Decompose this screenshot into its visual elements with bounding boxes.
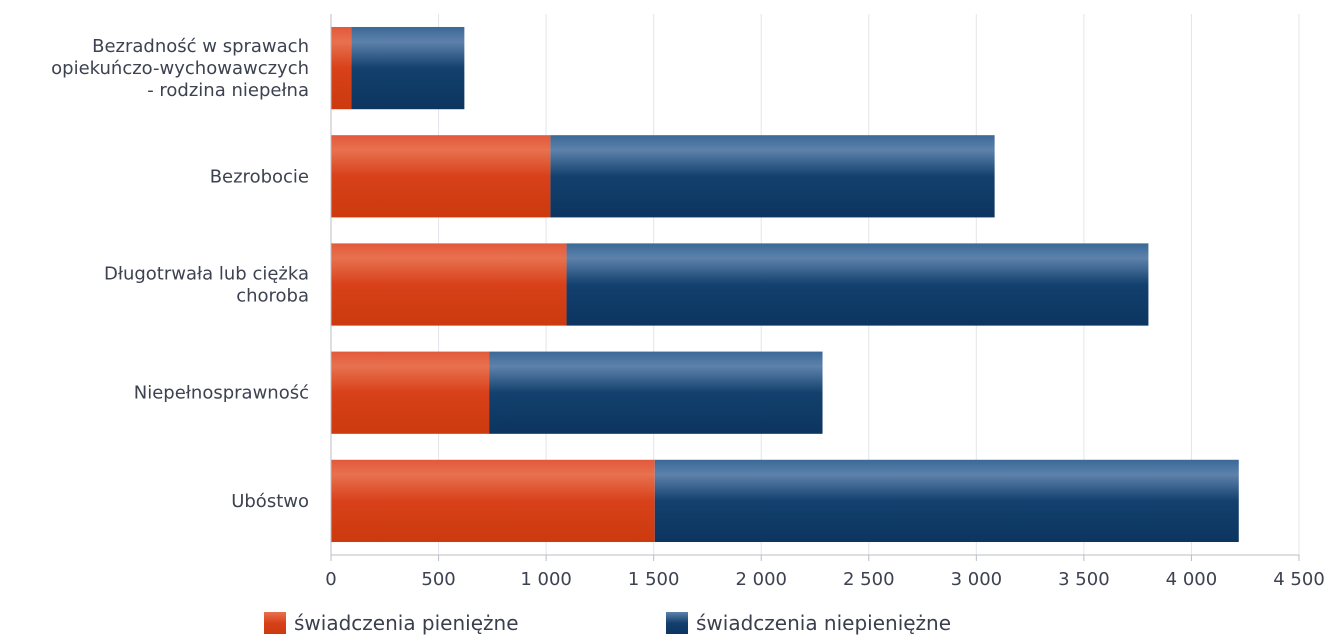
bar-cash[interactable] xyxy=(331,351,490,434)
x-tick-label: 1 500 xyxy=(628,569,680,590)
legend-label-cash: świadczenia pieniężne xyxy=(294,611,519,635)
category-label-line: Długotrwała lub ciężka xyxy=(104,264,309,285)
category-label-line: Bezradność w sprawach xyxy=(92,36,309,57)
category-label-line: Niepełnosprawność xyxy=(134,383,309,404)
bar-cash[interactable] xyxy=(331,243,567,326)
bar-noncash[interactable] xyxy=(550,135,995,218)
x-tick-label: 1 000 xyxy=(520,569,572,590)
x-tick-label: 2 500 xyxy=(843,569,895,590)
category-label: Niepełnosprawność xyxy=(134,383,309,404)
legend-item-noncash[interactable]: świadczenia niepieniężne xyxy=(666,611,951,635)
bar-noncash[interactable] xyxy=(489,351,823,434)
x-tick-label: 0 xyxy=(325,569,336,590)
legend-swatch-noncash xyxy=(666,612,688,634)
x-tick-label: 3 000 xyxy=(951,569,1003,590)
axes xyxy=(330,14,1300,561)
category-label-line: choroba xyxy=(236,286,309,307)
category-label-line: opiekuńczo-wychowawczych xyxy=(51,58,309,79)
category-label-line: - rodzina niepełna xyxy=(147,80,309,101)
category-label-line: Bezrobocie xyxy=(210,166,309,187)
category-label: Bezrobocie xyxy=(210,166,309,187)
category-label: Ubóstwo xyxy=(231,491,309,512)
category-label-line: Ubóstwo xyxy=(231,491,309,512)
category-label: Długotrwała lub ciężka choroba xyxy=(104,264,309,307)
bar-cash[interactable] xyxy=(331,459,655,543)
x-tick-label: 3 500 xyxy=(1058,569,1110,590)
bar-noncash[interactable] xyxy=(566,243,1149,326)
bar-cash[interactable] xyxy=(331,135,551,218)
bars xyxy=(331,26,1239,543)
x-tick-label: 4 000 xyxy=(1166,569,1218,590)
bar-noncash[interactable] xyxy=(351,26,465,110)
tick-labels: 0 500 1 000 1 500 2 000 2 500 3 000 3 500 4 000 4… xyxy=(325,569,1324,590)
category-labels: Bezradność w sprawach opiekuńczo-wychowaw… xyxy=(51,36,309,512)
chart: Bezradność w sprawach opiekuńczo-wychowaw… xyxy=(51,14,1325,590)
legend: świadczenia pieniężne świadczenia niepie… xyxy=(0,611,1327,636)
legend-swatch-cash xyxy=(264,612,286,634)
legend-item-cash[interactable]: świadczenia pieniężne xyxy=(264,611,519,635)
bar-cash[interactable] xyxy=(331,26,352,110)
x-tick-label: 2 000 xyxy=(735,569,787,590)
x-tick-label: 500 xyxy=(421,569,455,590)
legend-label-noncash: świadczenia niepieniężne xyxy=(696,611,952,635)
x-tick-label: 4 500 xyxy=(1273,569,1325,590)
category-label: Bezradność w sprawach opiekuńczo-wychowaw… xyxy=(51,36,309,101)
bar-noncash[interactable] xyxy=(654,459,1239,543)
